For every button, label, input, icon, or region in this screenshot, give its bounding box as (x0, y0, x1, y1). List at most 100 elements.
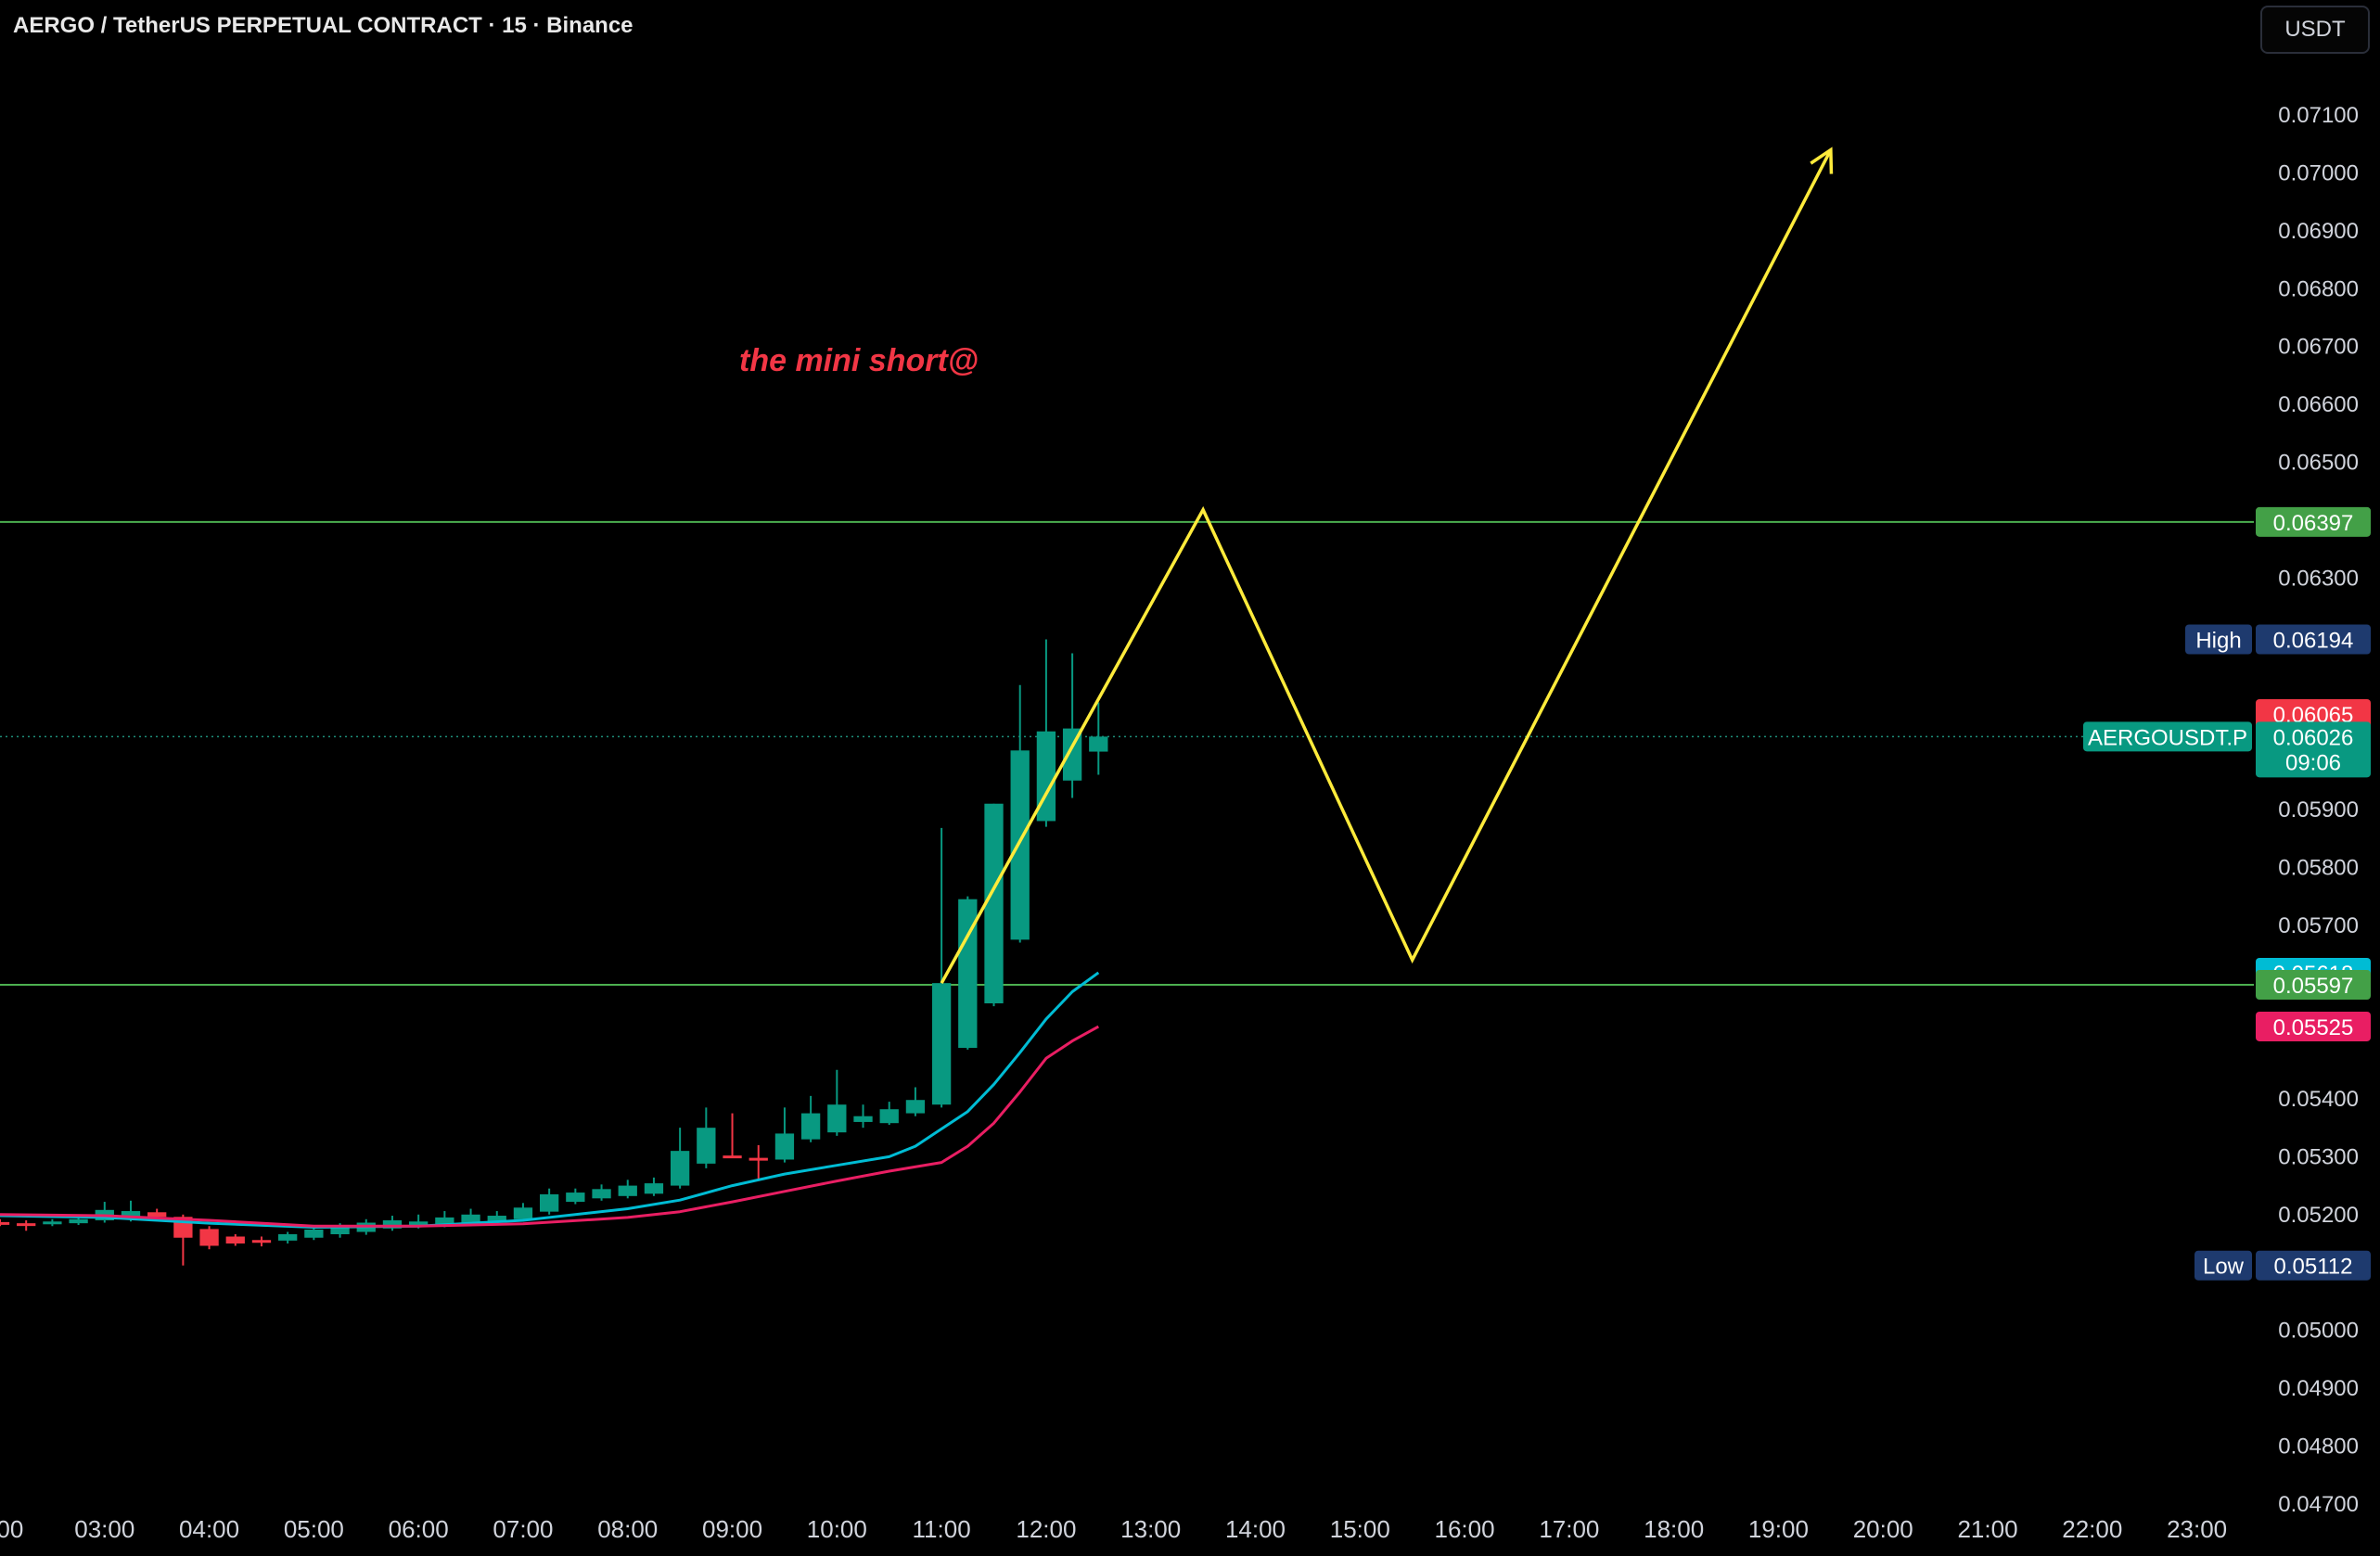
candle-body (487, 1216, 506, 1222)
price-tick-label: 0.05700 (2278, 913, 2359, 938)
time-tick-label: 03:00 (74, 1515, 134, 1543)
price-tick-label: 0.05000 (2278, 1319, 2359, 1344)
high-price-badge-background (2256, 624, 2371, 655)
price-tick-label: 0.04800 (2278, 1434, 2359, 1459)
time-tick-label: 15:00 (1330, 1515, 1390, 1543)
price-tick-label: 0.07100 (2278, 103, 2359, 128)
price-tick-label: 0.06500 (2278, 451, 2359, 476)
candle-body (17, 1223, 36, 1227)
price-tick-label: 0.06600 (2278, 392, 2359, 417)
horizontal-levels[interactable] (0, 520, 2254, 987)
candle-body (774, 1133, 795, 1160)
time-tick-label: 07:00 (493, 1515, 553, 1543)
candle-body (853, 1116, 873, 1122)
price-tick-label: 0.05300 (2278, 1144, 2359, 1169)
candle-body (566, 1193, 585, 1203)
price-tick-label: 0.04700 (2278, 1492, 2359, 1517)
candle-body (382, 1220, 403, 1229)
projection-line[interactable] (940, 148, 1833, 985)
candle-body (827, 1104, 847, 1133)
time-tick-label: 17:00 (1539, 1515, 1599, 1543)
candle-body (618, 1185, 637, 1196)
support-price-badge-background (2256, 970, 2371, 1001)
time-tick-label: 12:00 (1016, 1515, 1076, 1543)
price-tick-label: 0.06900 (2278, 219, 2359, 244)
low-price-badge-background (2256, 1250, 2371, 1281)
candle-body (697, 1128, 716, 1164)
moving-averages (0, 971, 1100, 1229)
candle-body (304, 1230, 324, 1238)
candle-body (69, 1218, 88, 1224)
projection-path[interactable] (940, 147, 1834, 985)
currency-selector-button[interactable]: USDT (2260, 6, 2370, 54)
candle-body (330, 1226, 350, 1234)
time-tick-label: 09:00 (702, 1515, 762, 1543)
candle-body (435, 1217, 454, 1226)
candle-countdown: 09:06 (2285, 750, 2341, 775)
low-label-tag: Low (2203, 1255, 2245, 1280)
time-tick-label: 20:00 (1853, 1515, 1913, 1543)
symbol-tag-background (2083, 721, 2252, 752)
time-tick-label: 2:00 (0, 1515, 23, 1543)
price-tick-label: 0.04900 (2278, 1376, 2359, 1401)
chart-title: AERGO / TetherUS PERPETUAL CONTRACT · 15… (13, 13, 633, 38)
high-label-tag: High (2195, 628, 2241, 653)
ema-slow-badge-background (2256, 1011, 2371, 1041)
candle-body (958, 899, 978, 1049)
candle-body (670, 1151, 690, 1186)
candle-body (1089, 736, 1108, 752)
price-tick-label: 0.07000 (2278, 161, 2359, 186)
candle-body (592, 1189, 611, 1199)
annotation-text[interactable]: the mini short@ (739, 343, 979, 378)
time-tick-label: 18:00 (1644, 1515, 1704, 1543)
candle-body (513, 1207, 533, 1219)
time-tick-label: 04:00 (179, 1515, 239, 1543)
time-tick-label: 13:00 (1120, 1515, 1181, 1543)
time-tick-label: 14:00 (1225, 1515, 1286, 1543)
candle-body (225, 1236, 245, 1244)
moving-average-line (0, 1025, 1100, 1228)
price-axis[interactable]: 0.07100 0.07000 0.06900 0.06800 0.06700 0.066… (2278, 103, 2359, 1517)
candle-body (1036, 731, 1056, 822)
price-tick-label: 0.05900 (2278, 797, 2359, 823)
candlestick-series (0, 639, 1108, 1266)
candle-body (43, 1221, 62, 1225)
candle-body (749, 1157, 768, 1161)
candle-body (1062, 728, 1082, 781)
candle-body (905, 1100, 926, 1114)
candle-body (1010, 750, 1030, 940)
resistance-price-badge-background (2256, 506, 2371, 537)
candle-body (121, 1211, 141, 1218)
time-tick-label: 21:00 (1957, 1515, 2017, 1543)
last-price-badge: 0.06026 (2273, 725, 2354, 750)
candle-body (147, 1212, 167, 1218)
time-tick-label: 11:00 (913, 1515, 971, 1543)
candle-body (984, 803, 1004, 1004)
time-tick-label: 16:00 (1435, 1515, 1495, 1543)
symbol-tag: AERGOUSDT.P (2088, 725, 2247, 750)
arrow-head-icon (1810, 147, 1834, 174)
price-tick-label: 0.06800 (2278, 276, 2359, 301)
candle-body (0, 1221, 10, 1225)
candle-body (251, 1240, 272, 1244)
high-price-badge: 0.06194 (2273, 628, 2354, 653)
candle-body (931, 983, 952, 1105)
last-price-badge-background (2256, 721, 2371, 778)
time-tick-label: 05:00 (284, 1515, 344, 1543)
time-tick-label: 06:00 (389, 1515, 449, 1543)
high-label-tag-background (2185, 624, 2252, 655)
candle-body (644, 1183, 664, 1194)
price-tick-label: 0.05800 (2278, 855, 2359, 880)
price-tick-label: 0.06700 (2278, 335, 2359, 360)
time-axis[interactable]: 2:00 03:00 04:00 05:00 06:00 07:00 08:00 09:00 1… (0, 1515, 2227, 1543)
candle-body (409, 1221, 429, 1227)
ema-slow-badge: 0.05525 (2273, 1015, 2354, 1040)
support-price-badge: 0.05597 (2273, 974, 2354, 999)
time-tick-label: 08:00 (597, 1515, 658, 1543)
previous-close-badge-background (2256, 698, 2371, 729)
candle-body (540, 1193, 559, 1212)
low-price-badge: 0.05112 (2274, 1255, 2353, 1280)
candle-body (199, 1229, 219, 1246)
